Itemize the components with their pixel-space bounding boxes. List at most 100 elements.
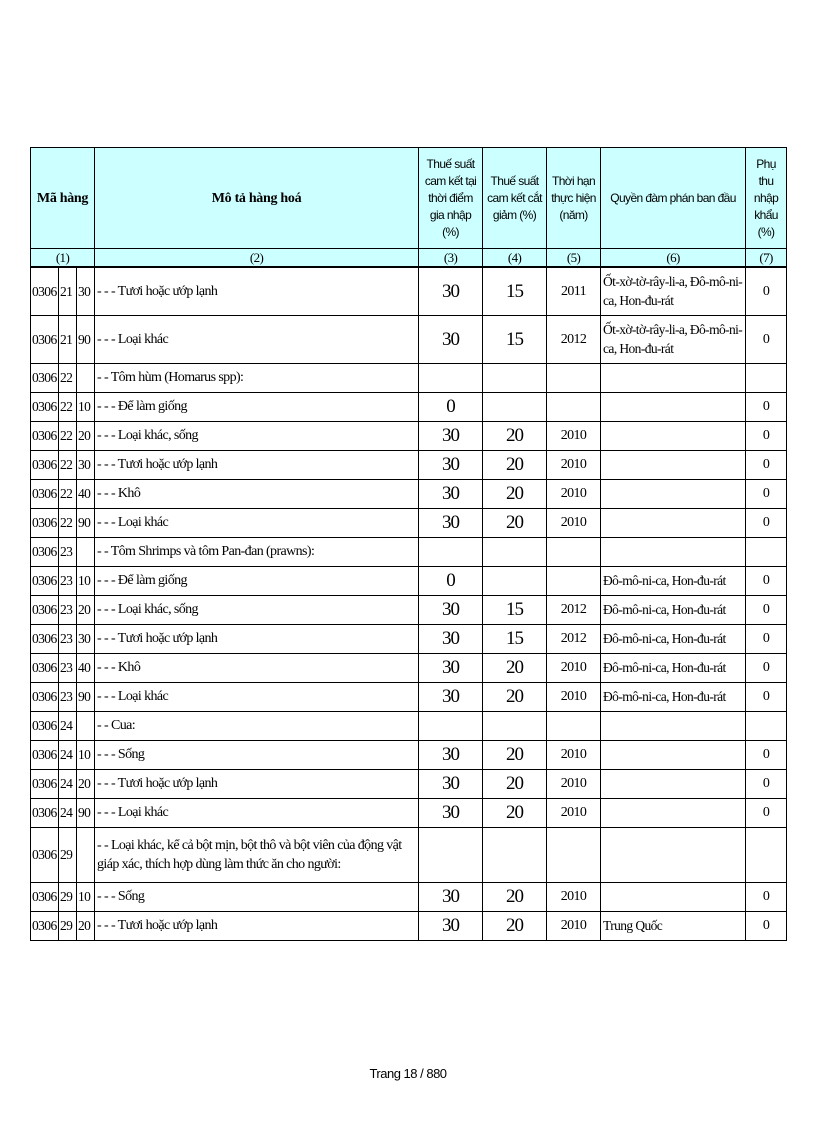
cut-rate — [482, 536, 548, 567]
header-period: Thời hạn thực hiện (năm) — [546, 147, 602, 249]
code-part2: 23 — [58, 565, 77, 596]
code-part2: 24 — [58, 768, 77, 799]
code-part3: 90 — [75, 507, 96, 538]
negotiating-right — [600, 449, 747, 480]
code-part1: 0306 — [30, 536, 59, 567]
base-rate: 30 — [418, 420, 484, 451]
code-part3: 40 — [75, 478, 96, 509]
description: - - - Tươi hoặc ướp lạnh — [94, 623, 420, 654]
description: - - - Để làm giống — [94, 565, 420, 596]
surcharge: 0 — [745, 881, 788, 912]
code-part3: 20 — [75, 768, 96, 799]
base-rate: 30 — [418, 449, 484, 480]
description: - - - Tươi hoặc ướp lạnh — [94, 449, 420, 480]
description: - - - Loại khác, sống — [94, 420, 420, 451]
cut-rate — [482, 391, 548, 422]
base-rate: 30 — [418, 652, 484, 683]
code-part2: 22 — [58, 362, 77, 393]
code-part3: 20 — [75, 594, 96, 625]
code-part1: 0306 — [30, 391, 59, 422]
base-rate: 30 — [418, 507, 484, 538]
implementation-year: 2010 — [546, 797, 602, 828]
implementation-year — [546, 826, 602, 883]
tariff-table: Mã hàng Mô tả hàng hoá Thuế suất cam kết… — [29, 147, 788, 941]
header-negotiating-right: Quyền đàm phán ban đầu — [600, 147, 747, 249]
description: - - Tôm hùm (Homarus spp): — [94, 362, 420, 393]
base-rate: 30 — [418, 623, 484, 654]
header-surcharge: Phụ thu nhập khẩu (%) — [745, 147, 788, 249]
code-part2: 23 — [58, 536, 77, 567]
surcharge: 0 — [745, 681, 788, 712]
surcharge: 0 — [745, 507, 788, 538]
implementation-year: 2011 — [546, 266, 602, 316]
negotiating-right: Đô-mô-ni-ca, Hon-đu-rát — [600, 681, 747, 712]
header-description: Mô tả hàng hoá — [94, 147, 420, 249]
surcharge: 0 — [745, 768, 788, 799]
base-rate — [418, 362, 484, 393]
code-part3: 10 — [75, 391, 96, 422]
implementation-year — [546, 391, 602, 422]
description: - - Loại khác, kể cả bột mịn, bột thô và… — [94, 826, 420, 883]
cut-rate: 20 — [482, 449, 548, 480]
implementation-year: 2010 — [546, 420, 602, 451]
implementation-year: 2010 — [546, 739, 602, 770]
surcharge — [745, 710, 788, 741]
description: - - - Khô — [94, 652, 420, 683]
base-rate: 0 — [418, 391, 484, 422]
negotiating-right — [600, 797, 747, 828]
code-part3 — [75, 710, 96, 741]
negotiating-right — [600, 507, 747, 538]
surcharge: 0 — [745, 797, 788, 828]
implementation-year: 2010 — [546, 449, 602, 480]
code-part1: 0306 — [30, 507, 59, 538]
description: - - - Tươi hoặc ướp lạnh — [94, 266, 420, 316]
surcharge: 0 — [745, 478, 788, 509]
cut-rate — [482, 826, 548, 883]
description: - - - Loại khác — [94, 681, 420, 712]
implementation-year: 2012 — [546, 594, 602, 625]
negotiating-right: Đô-mô-ni-ca, Hon-đu-rát — [600, 652, 747, 683]
implementation-year — [546, 362, 602, 393]
code-part2: 24 — [58, 710, 77, 741]
code-part3: 30 — [75, 266, 96, 316]
table-row: 0306 22 40- - - Khô 30 20 2010 0 — [30, 478, 788, 509]
implementation-year — [546, 710, 602, 741]
negotiating-right — [600, 710, 747, 741]
table-row: 0306 22 30- - - Tươi hoặc ướp lạnh 30 20 2010… — [30, 449, 788, 480]
surcharge: 0 — [745, 910, 788, 941]
cut-rate — [482, 362, 548, 393]
code-part2: 22 — [58, 391, 77, 422]
surcharge: 0 — [745, 420, 788, 451]
col-num-3: (3) — [418, 248, 484, 268]
code-part1: 0306 — [30, 314, 59, 364]
cut-rate: 20 — [482, 507, 548, 538]
negotiating-right: Đô-mô-ni-ca, Hon-đu-rát — [600, 594, 747, 625]
surcharge: 0 — [745, 314, 788, 364]
negotiating-right: Trung Quốc — [600, 910, 747, 941]
base-rate: 30 — [418, 768, 484, 799]
implementation-year: 2010 — [546, 652, 602, 683]
surcharge — [745, 362, 788, 393]
code-part2: 22 — [58, 449, 77, 480]
table-row: 0306 24 20- - - Tươi hoặc ướp lạnh 30 20 2010… — [30, 768, 788, 799]
description: - - - Loại khác — [94, 314, 420, 364]
cut-rate: 20 — [482, 910, 548, 941]
negotiating-right — [600, 391, 747, 422]
code-part3 — [75, 536, 96, 567]
base-rate — [418, 710, 484, 741]
code-part3: 90 — [75, 314, 96, 364]
description: - - - Sống — [94, 739, 420, 770]
description: - - - Sống — [94, 881, 420, 912]
code-part2: 23 — [58, 652, 77, 683]
cut-rate — [482, 710, 548, 741]
implementation-year: 2010 — [546, 478, 602, 509]
implementation-year: 2010 — [546, 507, 602, 538]
code-part2: 22 — [58, 478, 77, 509]
cut-rate: 20 — [482, 739, 548, 770]
code-part1: 0306 — [30, 881, 59, 912]
code-part1: 0306 — [30, 594, 59, 625]
col-num-6: (6) — [600, 248, 747, 268]
code-part2: 24 — [58, 739, 77, 770]
cut-rate — [482, 565, 548, 596]
